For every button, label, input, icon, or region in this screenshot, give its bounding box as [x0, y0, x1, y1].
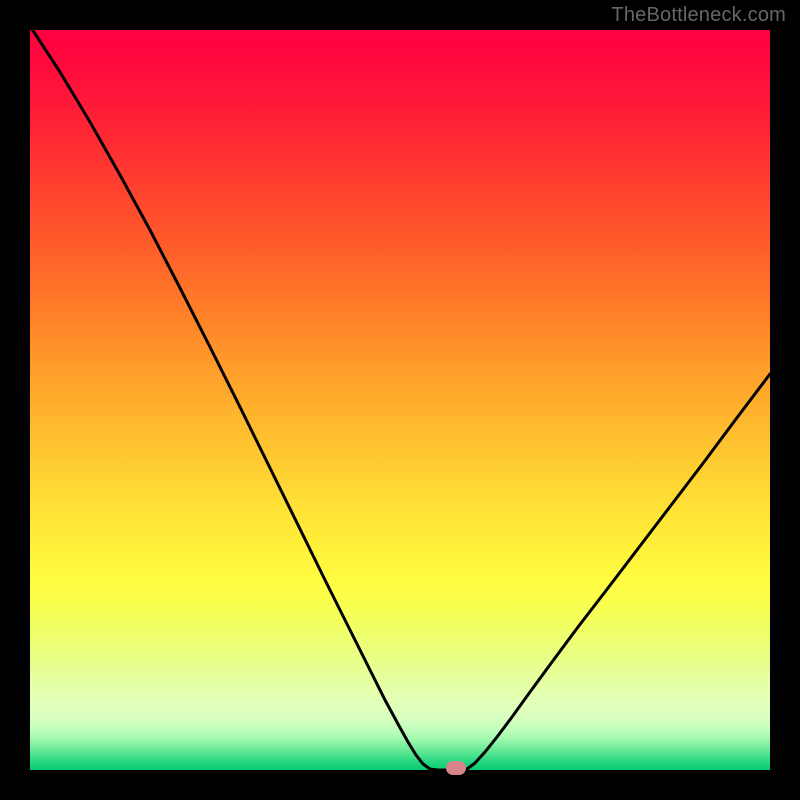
chart-svg — [0, 0, 800, 800]
optimum-marker — [446, 761, 466, 775]
watermark-text: TheBottleneck.com — [611, 4, 786, 27]
chart-container: TheBottleneck.com — [0, 0, 800, 800]
plot-background-gradient — [30, 30, 770, 770]
